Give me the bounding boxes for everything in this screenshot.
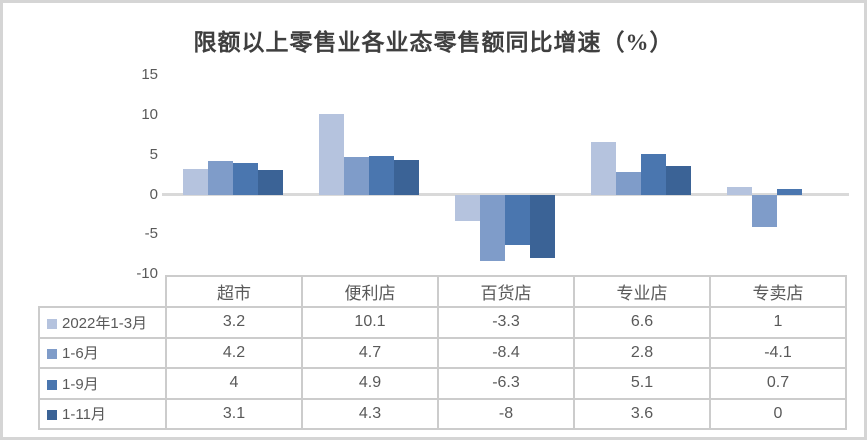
series-label: 1-9月 [62,375,99,393]
chart-bar [777,189,802,195]
table-value-cell: -6.3 [437,367,575,400]
y-axis-tick-label: 0 [149,185,158,203]
table-header-cell: 专卖店 [709,275,847,308]
chart-bar [344,157,369,195]
series-label-cell: 1-11月 [38,397,167,430]
y-axis-tick-label: 10 [141,106,158,123]
table-value-cell: -8.4 [437,336,575,369]
table-value-cell: 2.8 [573,336,711,369]
chart-bar [641,154,666,195]
table-value-cell: 3.6 [573,397,711,430]
chart-bar [752,194,777,228]
legend-key-swatch [47,410,57,421]
series-label: 2022年1-3月 [62,314,148,332]
chart-bar [616,172,641,195]
series-label-cell: 2022年1-3月 [38,306,167,339]
y-axis-tick-label: 5 [149,145,158,163]
chart-bar [591,142,616,195]
chart-bar [394,160,419,195]
table-value-cell: 5.1 [573,367,711,400]
table-value-cell: 10.1 [301,306,439,339]
table-value-cell: 0 [709,397,847,430]
table-value-cell: 4.3 [301,397,439,430]
chart-data-table: 超市 便利店 百货店 专业店 专卖店 2022年1-3月 3.2 10.1 -3.3 6.6 1 1-… [38,275,847,430]
series-label-cell: 1-9月 [38,367,167,400]
chart-bar [666,165,691,195]
table-value-cell: 3.1 [165,397,303,430]
chart-bar [480,194,505,262]
table-value-cell: -8 [437,397,575,430]
table-value-cell: 4.9 [301,367,439,400]
chart-title: 限额以上零售业各业态零售额同比增速（%） [193,30,674,55]
series-label-cell: 1-6月 [38,336,167,369]
legend-key-swatch [47,349,57,360]
chart-bar [530,194,555,259]
table-value-cell: 6.6 [573,306,711,339]
table-value-cell: 3.2 [165,306,303,339]
chart-bar [208,161,233,195]
table-row: 1-6月 4.2 4.7 -8.4 2.8 -4.1 [38,336,847,369]
table-value-cell: 1 [709,306,847,339]
table-row: 1-11月 3.1 4.3 -8 3.6 0 [38,397,847,430]
y-axis-tick-label: -5 [144,225,158,243]
series-label: 1-11月 [62,406,106,424]
table-header-cell: 专业店 [573,275,711,308]
table-value-cell: -4.1 [709,336,847,369]
legend-key-swatch [47,379,57,390]
chart-bar [369,155,394,195]
table-row: 1-9月 4 4.9 -6.3 5.1 0.7 [38,367,847,400]
chart-bar [505,194,530,245]
series-label: 1-6月 [62,345,99,363]
chart-bar [455,194,480,221]
table-header-cell: 超市 [165,275,303,308]
table-header-cell: 百货店 [437,275,575,308]
chart-bar [258,169,283,195]
table-value-cell: -3.3 [437,306,575,339]
chart-bar [233,162,258,195]
table-value-cell: 4.7 [301,336,439,369]
table-corner-cell [39,276,167,308]
y-axis-tick-label: 15 [141,66,158,84]
table-row: 2022年1-3月 3.2 10.1 -3.3 6.6 1 [38,306,847,339]
table-value-cell: 4 [165,367,303,400]
chart-bar [727,186,752,195]
table-value-cell: 0.7 [709,367,847,400]
legend-key-swatch [47,318,57,329]
chart-bar [319,114,344,195]
table-value-cell: 4.2 [165,336,303,369]
chart-bar [183,169,208,195]
table-header-cell: 便利店 [301,275,439,308]
